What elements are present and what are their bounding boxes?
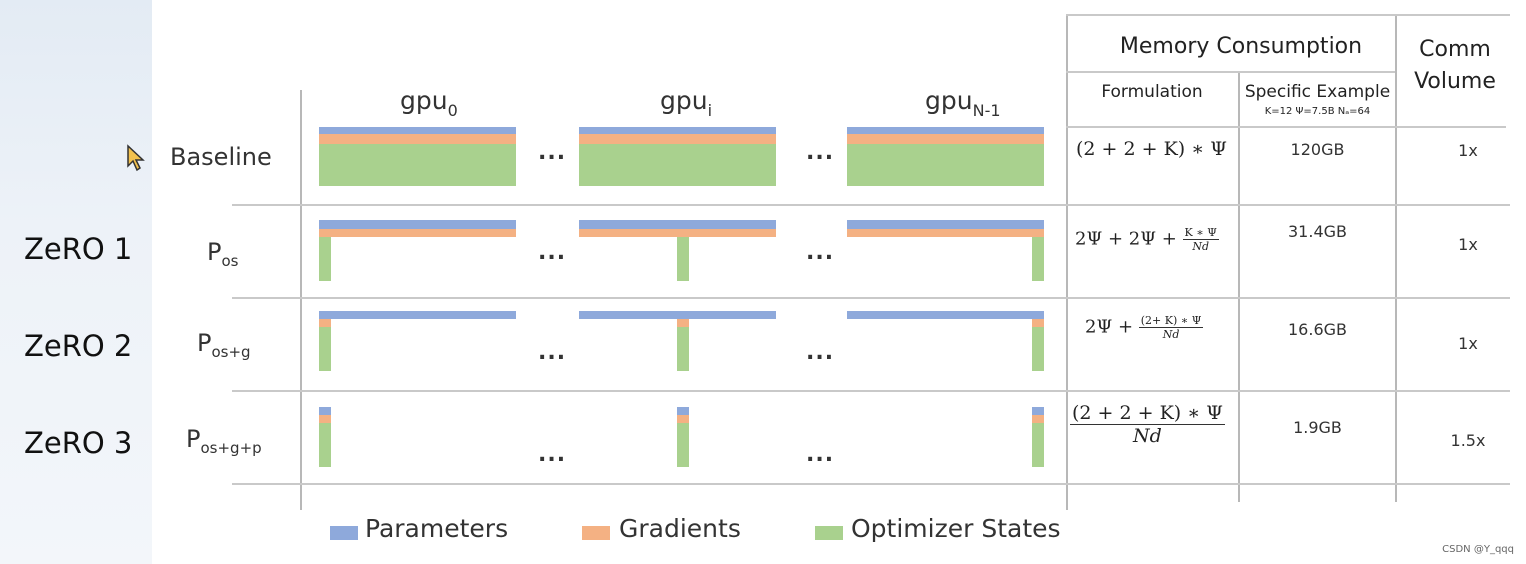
- watermark: CSDN @Y_qqq: [1442, 544, 1514, 555]
- zero3-gpu0-parameters: [319, 407, 331, 415]
- legend-swatch-gradients: [582, 526, 610, 540]
- baseline-gpu0-parameters: [319, 127, 516, 134]
- zero3-gpu0-optimizer: [319, 423, 331, 467]
- zero1-gpun-parameters: [847, 220, 1044, 229]
- grid-line-row3: [232, 390, 1510, 392]
- legend-swatch-parameters: [330, 526, 358, 540]
- dots-zero3-2: ...: [806, 442, 835, 467]
- zero2-gpun-gradients: [1032, 319, 1044, 327]
- dots-baseline-1: ...: [538, 140, 567, 165]
- formula-zero3: (2 + 2 + K) ∗ Ψ Nd: [1070, 402, 1225, 447]
- grid-line-top: [1066, 14, 1510, 16]
- legend-swatch-optimizer: [815, 526, 843, 540]
- zero1-gpui-gradients: [579, 229, 776, 237]
- zero1-gpu0-gradients: [319, 229, 516, 237]
- grid-line-row4: [232, 483, 1510, 485]
- memory-consumption-header: Memory Consumption: [1119, 34, 1363, 59]
- zero2-gpu0-gradients: [319, 319, 331, 327]
- baseline-gpui-gradients: [579, 134, 776, 144]
- grid-line-left: [300, 90, 302, 510]
- dots-zero2-1: ...: [538, 340, 567, 365]
- row-label-baseline: Baseline: [170, 143, 272, 171]
- baseline-gpu0-optimizer: [319, 144, 516, 186]
- zero1-gpun-gradients: [847, 229, 1044, 237]
- example-zero3: 1.9GB: [1293, 418, 1342, 437]
- grid-line-comm-left: [1395, 14, 1397, 502]
- comm-zero1: 1x: [1458, 235, 1478, 254]
- baseline-gpu0-gradients: [319, 134, 516, 144]
- comm-zero3: 1.5x: [1450, 431, 1486, 450]
- formula-zero2: 2Ψ + (2+ K) ∗ Ψ Nd: [1085, 314, 1204, 341]
- grid-line-row2: [232, 297, 1510, 299]
- grid-line-row1: [232, 204, 1510, 206]
- gpu-header-n1: gpuN-1: [925, 86, 1001, 120]
- zero2-gpui-optimizer: [677, 327, 689, 371]
- row-label-pos: Pos: [207, 238, 239, 270]
- example-zero1: 31.4GB: [1288, 222, 1347, 241]
- baseline-gpun-parameters: [847, 127, 1044, 134]
- zero3-gpun-gradients: [1032, 415, 1044, 423]
- zero3-gpun-parameters: [1032, 407, 1044, 415]
- baseline-gpui-parameters: [579, 127, 776, 134]
- grid-line-formulation-left: [1066, 14, 1068, 510]
- zero3-gpu0-gradients: [319, 415, 331, 423]
- dots-zero3-1: ...: [538, 442, 567, 467]
- formulation-header: Formulation: [1101, 82, 1203, 102]
- zero1-gpui-optimizer: [677, 237, 689, 281]
- gpu-header-i: gpui: [660, 86, 713, 120]
- zero1-gpui-parameters: [579, 220, 776, 229]
- comm-volume-header: Comm Volume: [1414, 37, 1496, 94]
- left-background-strip: [0, 0, 152, 564]
- comm-zero2: 1x: [1458, 334, 1478, 353]
- zero3-gpun-optimizer: [1032, 423, 1044, 467]
- legend-optimizer-states: Optimizer States: [851, 514, 1061, 543]
- zero1-gpu0-optimizer: [319, 237, 331, 281]
- zero3-gpui-parameters: [677, 407, 689, 415]
- zero3-gpui-optimizer: [677, 423, 689, 467]
- specific-example-header: Specific Example: [1244, 82, 1391, 102]
- baseline-gpui-optimizer: [579, 144, 776, 186]
- formula-baseline: (2 + 2 + K) ∗ Ψ: [1076, 138, 1227, 160]
- grid-line-example-left: [1238, 72, 1240, 502]
- dots-zero1-1: ...: [538, 240, 567, 265]
- example-zero2: 16.6GB: [1288, 320, 1347, 339]
- zero3-label: ZeRO 3: [24, 426, 133, 460]
- baseline-gpun-gradients: [847, 134, 1044, 144]
- dots-zero1-2: ...: [806, 240, 835, 265]
- formula-zero1: 2Ψ + 2Ψ + K ∗ Ψ Nd: [1075, 226, 1219, 253]
- zero2-gpui-parameters: [579, 311, 776, 319]
- zero2-label: ZeRO 2: [24, 329, 133, 363]
- zero2-gpu0-parameters: [319, 311, 516, 319]
- comm-baseline: 1x: [1458, 141, 1478, 160]
- grid-line-header-bottom: [1066, 126, 1506, 128]
- zero2-gpun-parameters: [847, 311, 1044, 319]
- grid-line-memory-sub: [1066, 71, 1395, 73]
- mouse-cursor-icon: [127, 144, 145, 172]
- dots-baseline-2: ...: [806, 140, 835, 165]
- zero1-gpun-optimizer: [1032, 237, 1044, 281]
- zero2-gpu0-optimizer: [319, 327, 331, 371]
- dots-zero2-2: ...: [806, 340, 835, 365]
- zero1-gpu0-parameters: [319, 220, 516, 229]
- gpu-header-0: gpu0: [400, 86, 458, 120]
- legend-parameters: Parameters: [365, 514, 509, 543]
- legend-gradients: Gradients: [619, 514, 741, 543]
- row-label-posgp: Pos+g+p: [186, 425, 262, 457]
- row-label-posg: Pos+g: [197, 329, 251, 361]
- zero2-gpun-optimizer: [1032, 327, 1044, 371]
- zero3-gpui-gradients: [677, 415, 689, 423]
- example-baseline: 120GB: [1290, 140, 1345, 159]
- baseline-gpun-optimizer: [847, 144, 1044, 186]
- zero2-gpui-gradients: [677, 319, 689, 327]
- zero1-label: ZeRO 1: [24, 232, 133, 266]
- example-params: K=12 Ψ=7.5B Nₐ=64: [1264, 106, 1371, 117]
